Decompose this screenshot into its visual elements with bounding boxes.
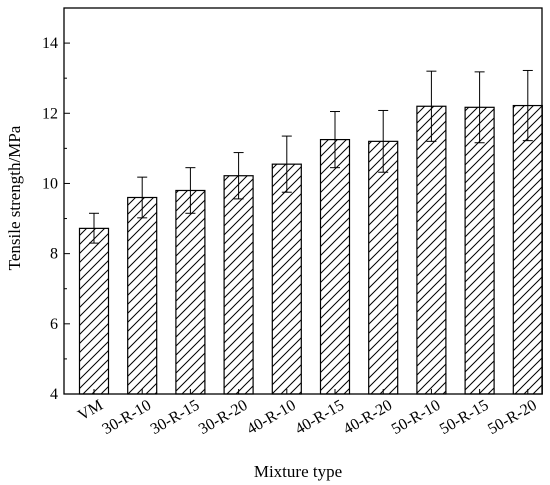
error-bars-layer: [89, 69, 533, 244]
axes-layer: [63, 7, 543, 395]
bar-40-R-10: [271, 163, 302, 395]
y-tick-label-8: 8: [50, 246, 58, 263]
bars-layer: [78, 104, 543, 395]
x-tick-label-50-R-20: 50-R-20: [485, 397, 540, 438]
x-tick-label-50-R-10: 50-R-10: [389, 397, 444, 438]
y-tick-label-12: 12: [42, 105, 58, 122]
bar-30-R-20: [223, 175, 254, 395]
bar-50-R-10: [416, 105, 447, 395]
bar-VM: [78, 227, 110, 395]
x-tick-label-40-R-10: 40-R-10: [244, 397, 299, 438]
x-axis-title: Mixture type: [254, 462, 342, 481]
error-bar-40-R-20: [378, 109, 389, 173]
bar-40-R-15: [319, 138, 351, 395]
bar-50-R-20: [512, 104, 543, 395]
y-tick-label-4: 4: [50, 386, 58, 403]
x-tick-label-30-R-15: 30-R-15: [148, 397, 203, 438]
plot-frame: [63, 7, 543, 395]
y-tick-label-10: 10: [42, 175, 58, 192]
error-bar-30-R-15: [185, 167, 196, 214]
error-bar-50-R-20: [522, 69, 533, 142]
x-tick-label-40-R-20: 40-R-20: [341, 397, 396, 438]
x-tick-label-30-R-20: 30-R-20: [196, 397, 251, 438]
x-tick-label-30-R-10: 30-R-10: [100, 397, 155, 438]
y-tick-label-6: 6: [50, 316, 58, 333]
bar-50-R-15: [464, 106, 495, 395]
x-tick-label-50-R-15: 50-R-15: [437, 397, 492, 438]
error-bar-40-R-10: [281, 135, 292, 193]
bar-30-R-10: [127, 196, 158, 395]
error-bar-VM: [89, 212, 99, 244]
error-bar-40-R-15: [330, 111, 340, 169]
error-bar-30-R-20: [233, 152, 244, 200]
error-bar-30-R-10: [137, 176, 148, 219]
bar-40-R-20: [368, 140, 399, 395]
x-tick-label-VM: VM: [75, 397, 106, 425]
error-bar-50-R-15: [474, 71, 485, 144]
y-tick-label-14: 14: [42, 35, 58, 52]
x-tick-label-40-R-15: 40-R-15: [292, 397, 347, 438]
bar-30-R-15: [175, 189, 206, 395]
y-axis-title: Tensile strength/MPa: [5, 125, 24, 270]
error-bar-50-R-10: [426, 70, 437, 142]
